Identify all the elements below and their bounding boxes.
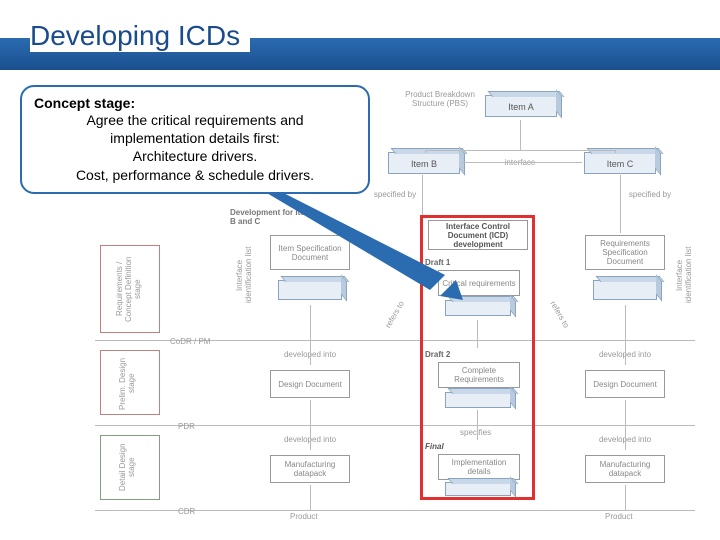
callout-line: implementation details first: (34, 129, 356, 147)
connector (310, 485, 311, 510)
connector (477, 320, 478, 348)
req-spec-box-r: Requirements Specification Document (585, 235, 665, 270)
connector (462, 162, 582, 163)
connector (615, 150, 616, 153)
callout-line: Architecture drivers. (34, 147, 356, 165)
callout-heading: Concept stage: (34, 95, 356, 111)
critical-3d (445, 300, 511, 316)
specifies-label: specifies (460, 428, 491, 437)
pbs-label: Product Breakdown Structure (PBS) (405, 90, 475, 108)
callout-line: Cost, performance & schedule drivers. (34, 166, 356, 184)
gate-label: PDR (178, 422, 195, 431)
spec-3d-r (593, 280, 657, 300)
connector (520, 120, 521, 150)
design-box-r: Design Document (585, 370, 665, 398)
specified-by-label: specified by (620, 190, 680, 199)
spec-3d-l (278, 280, 342, 300)
mfg-box-l: Manufacturing datapack (270, 455, 350, 483)
item-b-box: Item B (388, 152, 460, 174)
callout-box: Concept stage: Agree the critical requir… (20, 85, 370, 194)
mfg-box-r: Manufacturing datapack (585, 455, 665, 483)
gate-label: CoDR / PM (170, 337, 210, 346)
draft1-label: Draft 1 (425, 258, 450, 267)
connector (477, 410, 478, 440)
if-list-l: Interface identification list (235, 245, 253, 305)
complete-3d (445, 392, 511, 408)
critical-box: Critical requirements (438, 270, 520, 296)
product-label-r: Product (605, 512, 633, 521)
impl-box: Implementation details (438, 454, 520, 480)
item-c-box: Item C (584, 152, 656, 174)
stage-label-1: Requirements / Concept Definition stage (115, 250, 142, 328)
connector (422, 175, 423, 215)
gate-label: CDR (178, 507, 195, 516)
connector (425, 150, 426, 153)
connector (620, 175, 621, 233)
connector (425, 150, 615, 151)
connector (625, 305, 626, 365)
connector (625, 400, 626, 450)
icd-title-box: Interface Control Document (ICD) develop… (428, 220, 528, 250)
complete-box: Complete Requirements (438, 362, 520, 388)
page-title: Developing ICDs (30, 20, 250, 52)
refers-label: refers to (383, 300, 405, 330)
stage-label-2: Prelim. Design stage (118, 356, 136, 411)
callout-line: Agree the critical requirements and (34, 111, 356, 129)
if-list-r: Interface identification list (675, 245, 693, 305)
stage-label-3: Detail Design stage (118, 440, 136, 495)
item-a-box: Item A (485, 95, 557, 117)
product-label-l: Product (290, 512, 318, 521)
draft2-label: Draft 2 (425, 350, 450, 359)
refers-label: refers to (548, 300, 570, 330)
final-label: Final (425, 442, 444, 451)
impl-3d (445, 482, 511, 496)
connector (310, 400, 311, 450)
connector (310, 305, 311, 365)
dev-title: Development for Items B and C (230, 208, 320, 226)
specified-by-label: specified by (365, 190, 425, 199)
design-box-l: Design Document (270, 370, 350, 398)
item-spec-box-l: Item Specification Document (270, 235, 350, 270)
connector (625, 485, 626, 510)
